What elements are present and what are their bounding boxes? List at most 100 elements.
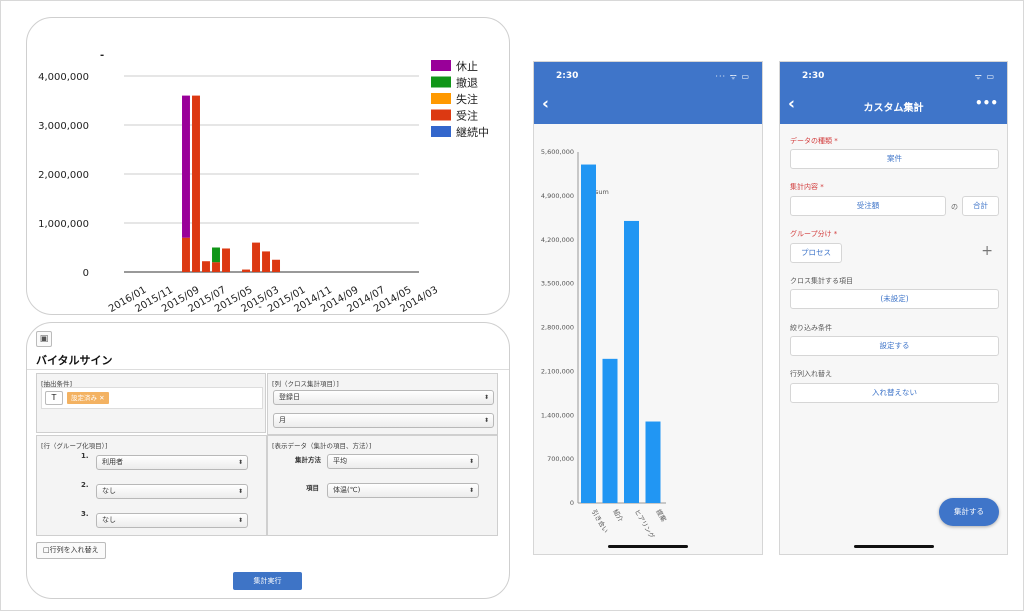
row-select-3[interactable]: なし ⬍ <box>96 513 248 528</box>
add-grouping-icon[interactable]: + <box>981 243 993 259</box>
bar-segment <box>182 95 190 238</box>
filter-field[interactable]: 設定する <box>790 336 999 356</box>
filter-tag[interactable]: 設定済み ✕ <box>67 392 109 404</box>
swap-label: 行列入れ替え <box>790 370 832 378</box>
swap-rows-columns-button[interactable]: □行列を入れ替え <box>36 542 106 559</box>
column-box: [列（クロス集計項目）] 登録日 ⬍ 月 ⬍ <box>267 373 498 435</box>
x-tick-label: 提案 <box>654 508 669 524</box>
column-select-1[interactable]: 登録日 ⬍ <box>273 390 494 405</box>
y-tick-label: 1,400,000 <box>541 411 574 419</box>
swap-field[interactable]: 入れ替えない <box>790 383 999 403</box>
legend-swatch <box>431 126 451 137</box>
bar-segment <box>212 247 220 263</box>
legend-swatch <box>431 93 451 104</box>
x-axis-label: - <box>258 302 262 313</box>
bar-segment <box>252 242 260 272</box>
row-select-2[interactable]: なし ⬍ <box>96 484 248 499</box>
select-arrows-icon: ⬍ <box>468 487 474 494</box>
select-arrows-icon: ⬍ <box>237 517 243 524</box>
legend-swatch <box>431 76 451 88</box>
phone-custom-aggregation-screen: 2:30 ᯤ ▭ ‹ カスタム集計 ••• データの種類 * 案件 集計内容 *… <box>779 61 1008 555</box>
app-header: 2:30 ··· ᯤ ▭ ‹ <box>534 62 762 124</box>
aggregation-label: 集計内容 * <box>790 183 824 191</box>
y-tick-label: 5,600,000 <box>541 148 574 156</box>
method-select[interactable]: 平均 ⬍ <box>327 454 479 469</box>
bar <box>581 164 596 503</box>
back-icon[interactable]: ‹ <box>788 94 796 114</box>
column-select-2[interactable]: 月 ⬍ <box>273 413 494 428</box>
bar <box>602 358 618 503</box>
item-select[interactable]: 体温(℃) ⬍ <box>327 483 479 498</box>
screen-title: カスタム集計 <box>863 103 924 114</box>
row-select-1[interactable]: 利用者 ⬍ <box>96 455 248 470</box>
filter-label: 絞り込み条件 <box>790 324 832 332</box>
y-tick-label: 2,000,000 <box>38 170 89 181</box>
bar-segment <box>192 95 200 272</box>
stacked-chart-card: -4,000,000 3,000,000 2,000,000 1,000,000 0 20… <box>26 17 510 315</box>
row-select-3-value: なし <box>102 516 116 524</box>
chart-title: - <box>100 50 104 61</box>
y-tick-label: 0 <box>83 268 89 279</box>
filter-icon[interactable]: T <box>45 391 63 405</box>
data-type-field[interactable]: 案件 <box>790 149 999 169</box>
run-aggregation-button[interactable]: 集計する <box>939 498 999 526</box>
item-label: 項目 <box>306 484 319 492</box>
column-select-1-value: 登録日 <box>279 393 300 401</box>
legend-label: 休止 <box>456 60 478 73</box>
y-tick-label: 4,200,000 <box>541 236 574 244</box>
home-indicator <box>608 545 688 548</box>
phone-chart-screen: 2:30 ··· ᯤ ▭ ‹ sum 5,600,000 4,900,000 4,20… <box>533 61 763 555</box>
aggregation-function-field[interactable]: 合計 <box>962 196 999 216</box>
bar-segment <box>272 259 281 272</box>
column-select-2-value: 月 <box>279 416 286 424</box>
more-icon[interactable]: ••• <box>974 96 998 110</box>
display-box-title: [表示データ（集計の項目、方法）] <box>272 442 372 450</box>
status-time: 2:30 <box>802 71 825 81</box>
row-box-title: [行（グループ化項目）] <box>41 442 108 450</box>
y-tick-label: 4,000,000 <box>38 72 89 83</box>
grouping-label: グループ分け * <box>790 230 838 238</box>
select-arrows-icon: ⬍ <box>468 458 474 465</box>
column-box-title: [列（クロス集計項目）] <box>272 380 339 388</box>
x-tick-label: 紹介 <box>611 508 626 524</box>
grouping-field[interactable]: プロセス <box>790 243 842 263</box>
phone-bar-chart: sum 5,600,000 4,900,000 4,200,000 3,500,000 2… <box>541 148 669 541</box>
legend-label: 失注 <box>456 92 478 106</box>
row-number: 1. <box>81 452 89 460</box>
row-select-1-value: 利用者 <box>102 458 123 466</box>
row-number: 3. <box>81 510 89 518</box>
legend-swatch <box>431 109 451 121</box>
filter-area: T 設定済み ✕ <box>41 387 263 409</box>
bar <box>624 220 639 504</box>
bar-segment <box>182 237 190 272</box>
cross-tab-field[interactable]: (未設定) <box>790 289 999 309</box>
y-tick-label: 3,000,000 <box>38 121 89 132</box>
form-title: バイタルサイン <box>36 354 113 367</box>
legend-label: 受注 <box>456 109 478 123</box>
method-label: 集計方法 <box>295 456 321 464</box>
legend-label: sum <box>595 188 609 196</box>
save-icon[interactable]: ▣ <box>36 331 52 347</box>
y-tick-label: 3,500,000 <box>541 280 574 288</box>
select-arrows-icon: ⬍ <box>237 459 243 466</box>
bar-segment <box>242 269 250 272</box>
aggregation-field[interactable]: 受注額 <box>790 196 946 216</box>
row-select-2-value: なし <box>102 487 116 495</box>
bar <box>645 421 661 503</box>
home-indicator <box>853 545 934 548</box>
run-aggregation-button[interactable]: 集計実行 <box>233 572 302 590</box>
y-tick-label: 2,800,000 <box>541 324 574 332</box>
aggregation-form-card: ▣ バイタルサイン [抽出条件] T 設定済み ✕ [列（クロス集計項目）] 登… <box>26 322 510 599</box>
cross-tab-label: クロス集計する項目 <box>790 277 853 285</box>
y-tick-label: 0 <box>570 499 574 507</box>
divider <box>27 369 509 370</box>
data-type-label: データの種類 * <box>790 137 838 145</box>
select-arrows-icon: ⬍ <box>483 417 489 424</box>
status-icons: ··· ᯤ ▭ <box>715 72 750 81</box>
bar-segment <box>212 262 220 272</box>
back-icon[interactable]: ‹ <box>542 94 550 114</box>
select-arrows-icon: ⬍ <box>483 394 489 401</box>
app-header: 2:30 ᯤ ▭ ‹ カスタム集計 ••• <box>780 62 1007 124</box>
row-group-box: [行（グループ化項目）] 1. 利用者 ⬍ 2. なし ⬍ 3. なし ⬍ <box>36 435 267 536</box>
